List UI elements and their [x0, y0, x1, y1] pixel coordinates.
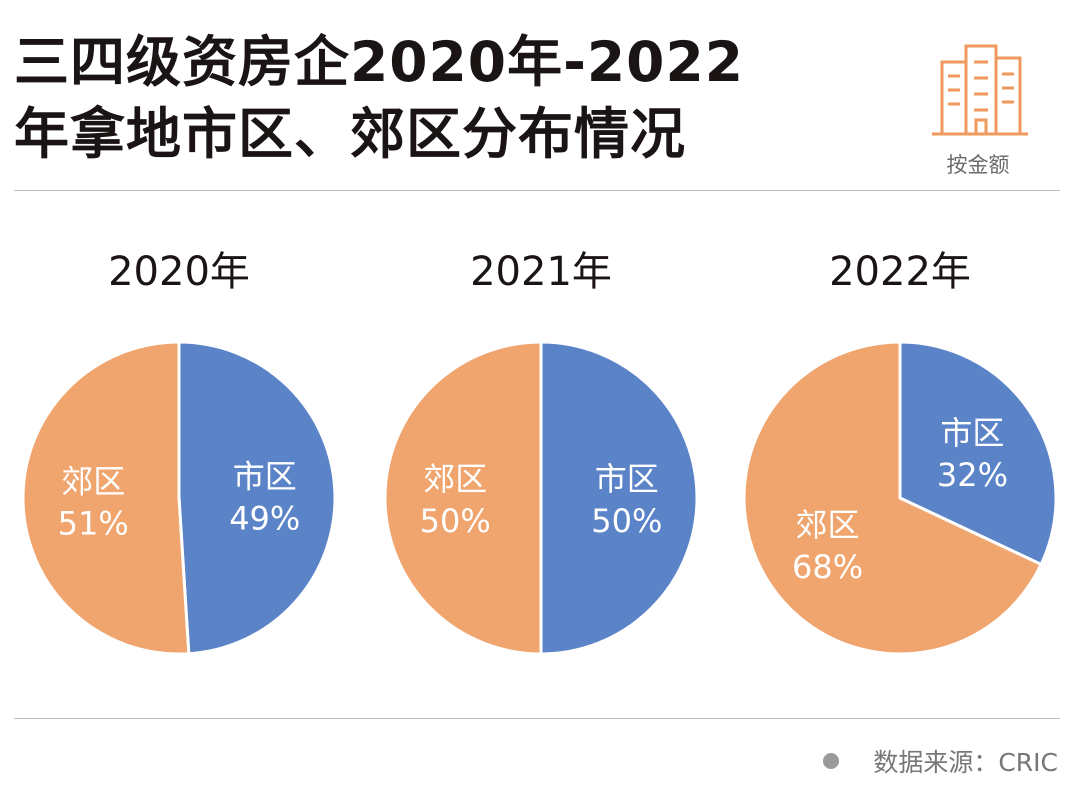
title-line-2: 年拿地市区、郊区分布情况 — [14, 102, 687, 166]
chart-title-2: 2021年 — [470, 249, 612, 295]
chart-title-3: 2022年 — [829, 249, 971, 295]
slice-value-3-suburb: 68% — [792, 548, 863, 586]
badge-label: 按金额 — [946, 153, 1010, 177]
slice-value-1-city: 49% — [229, 499, 300, 537]
slice-value-2-city: 50% — [591, 502, 662, 540]
slice-label-3-city: 市区 — [940, 414, 1004, 452]
title-line-1: 三四级资房企2020年-2022 — [14, 30, 744, 94]
page-title: 三四级资房企2020年-2022 年拿地市区、郊区分布情况 — [14, 26, 874, 170]
top-divider — [14, 190, 1060, 191]
pie-slice-3-suburb — [742, 340, 1044, 656]
pie-slice-1-city — [177, 340, 337, 656]
chart-title-1: 2020年 — [108, 249, 250, 295]
slice-value-3-city: 32% — [937, 456, 1008, 494]
slice-label-2-suburb: 郊区 — [423, 460, 487, 498]
source-text: 数据来源：CRIC — [873, 748, 1058, 777]
pie-slice-1-suburb — [21, 340, 191, 656]
pie-slice-2-suburb — [383, 340, 543, 656]
slice-label-1-city: 市区 — [233, 457, 297, 495]
data-source: 数据来源：CRIC — [823, 743, 1058, 779]
slice-value-2-suburb: 50% — [420, 502, 491, 540]
bottom-divider — [14, 718, 1060, 719]
slice-label-3-suburb: 郊区 — [796, 506, 860, 544]
pie-slice-3-city — [898, 340, 1058, 567]
bullet-icon — [823, 753, 840, 769]
slice-label-1-suburb: 郊区 — [61, 463, 125, 501]
pie-slice-2-city — [539, 340, 699, 656]
slice-value-1-suburb: 51% — [58, 505, 129, 543]
amount-badge: 按金额 — [922, 36, 1034, 186]
buildings-icon — [932, 44, 1028, 136]
slice-label-2-city: 市区 — [595, 460, 659, 498]
